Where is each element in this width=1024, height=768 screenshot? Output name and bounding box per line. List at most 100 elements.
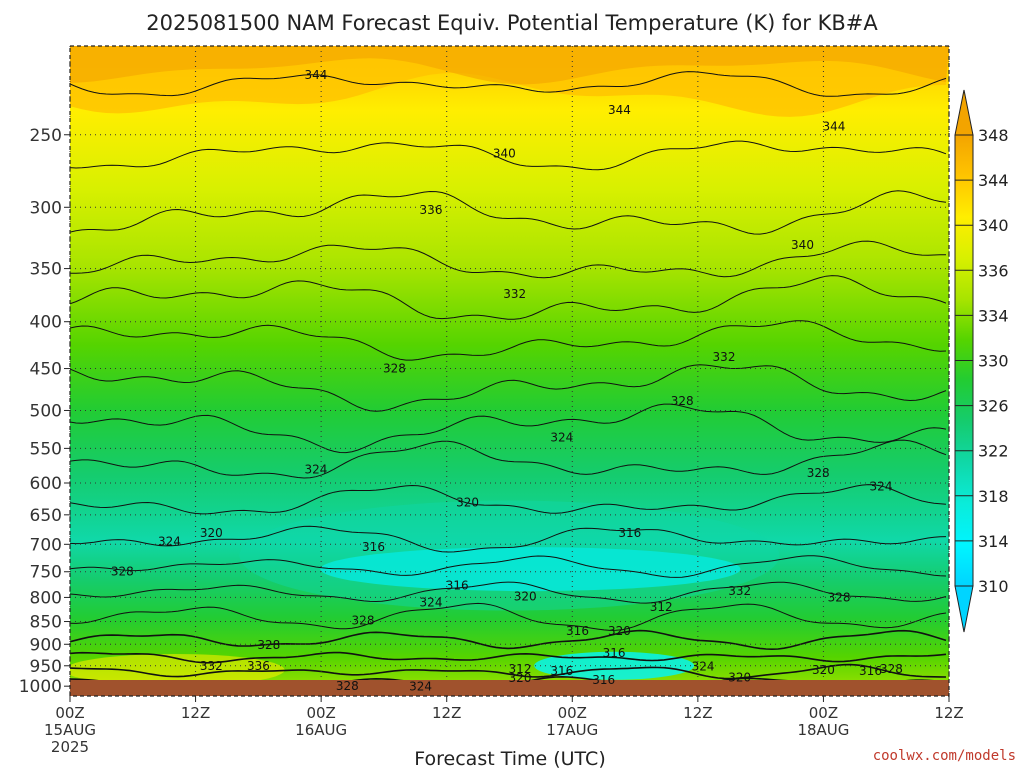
contour-label: 316	[566, 624, 589, 638]
contour-label: 336	[247, 659, 270, 673]
contour-label: 320	[456, 495, 479, 509]
contour-label: 332	[503, 287, 526, 301]
contour-label: 332	[728, 584, 751, 598]
y-tick-label: 450	[30, 360, 62, 380]
x-tick-label: 00Z	[558, 704, 587, 722]
colorbar-label: 330	[978, 352, 1009, 371]
y-tick-label: 900	[30, 635, 62, 655]
contour-label: 340	[791, 238, 814, 252]
colorbar-label: 322	[978, 442, 1009, 461]
colorbar-top-arrow	[954, 89, 974, 136]
contour-label: 328	[336, 679, 359, 693]
contour-label: 324	[870, 479, 893, 493]
contour-label: 344	[822, 120, 845, 134]
y-tick-label: 800	[30, 588, 62, 608]
x-tick-date: 17AUG	[546, 721, 598, 739]
contour-label: 328	[828, 590, 851, 604]
credit-text: coolwx.com/models	[873, 748, 1016, 764]
contour-label: 312	[650, 600, 673, 614]
contour-label: 328	[671, 394, 694, 408]
colorbar-label: 310	[978, 577, 1009, 596]
contour-label: 316	[603, 646, 626, 660]
contour-label: 320	[514, 589, 537, 603]
contour-label: 328	[880, 662, 903, 676]
colorbar-bottom-arrow	[954, 585, 974, 633]
contour-label: 316	[446, 578, 469, 592]
x-tick-date: 18AUG	[797, 721, 849, 739]
colorbar-label: 344	[978, 171, 1009, 190]
contour-label: 324	[304, 463, 327, 477]
x-tick-label: 12Z	[934, 704, 963, 722]
y-tick-label: 300	[30, 198, 62, 218]
field-bands	[70, 46, 949, 686]
colorbar-label: 326	[978, 397, 1009, 416]
contour-line	[70, 364, 947, 412]
contour-label: 316	[592, 673, 615, 687]
contour-line	[70, 484, 947, 515]
colorbar-label: 318	[978, 487, 1009, 506]
y-tick-label: 750	[30, 563, 62, 583]
contour-label: 328	[257, 638, 280, 652]
y-tick-label: 950	[30, 657, 62, 677]
contour-line	[70, 525, 947, 553]
contour-label: 324	[692, 660, 715, 674]
x-tick-year: 2025	[51, 738, 89, 756]
y-tick-label: 550	[30, 439, 62, 459]
colorbar-label: 348	[978, 126, 1009, 145]
contour-label: 324	[158, 535, 181, 549]
x-tick-label: 00Z	[55, 704, 84, 722]
contour-label: 324	[409, 680, 432, 694]
contour-label: 328	[383, 362, 406, 376]
y-tick-label: 500	[30, 401, 62, 421]
x-tick-label: 12Z	[683, 704, 712, 722]
x-tick-label: 12Z	[181, 704, 210, 722]
contour-labels: 3443443443403403363323323283283283243243…	[111, 68, 903, 694]
contour-label: 316	[618, 526, 641, 540]
y-tick-label: 850	[30, 613, 62, 633]
contour-label: 328	[807, 466, 830, 480]
colorbar-label: 336	[978, 261, 1009, 280]
contour-label: 320	[608, 624, 631, 638]
contour-label: 324	[420, 595, 443, 609]
plot-border	[69, 45, 950, 697]
y-tick-label: 600	[30, 474, 62, 494]
x-tick-label: 12Z	[432, 704, 461, 722]
y-tick-label: 350	[30, 260, 62, 280]
colorbar-label: 340	[978, 216, 1009, 235]
x-axis-label: Forecast Time (UTC)	[414, 748, 605, 768]
y-axis-ticks: 2503003504004505005506006507007508008509…	[19, 126, 70, 697]
contour-line	[70, 140, 947, 171]
contour-line	[70, 602, 947, 631]
colorbar-label: 314	[978, 532, 1009, 551]
contour-label: 320	[728, 670, 751, 684]
y-tick-label: 1000	[19, 677, 62, 697]
chart-title: 2025081500 NAM Forecast Equiv. Potential…	[146, 11, 878, 35]
x-tick-label: 00Z	[809, 704, 838, 722]
contour-label: 320	[509, 671, 532, 685]
contour-label: 320	[200, 526, 223, 540]
contour-label: 328	[352, 614, 375, 628]
contour-line	[70, 651, 947, 664]
contour-label: 320	[812, 663, 835, 677]
contour-label: 324	[550, 430, 573, 444]
band-cold-core	[320, 547, 741, 592]
y-tick-label: 250	[30, 126, 62, 146]
contour-line	[70, 581, 947, 604]
contour-line	[70, 71, 947, 97]
contour-label: 344	[304, 68, 327, 82]
contour-line	[70, 240, 946, 279]
contour-label: 332	[713, 350, 736, 364]
contour-label: 312	[509, 662, 532, 676]
ground-strip	[70, 680, 949, 696]
contour-line	[70, 275, 947, 320]
y-tick-label: 400	[30, 313, 62, 333]
contour-label: 340	[493, 146, 516, 160]
y-tick-label: 650	[30, 506, 62, 526]
band-348	[70, 46, 949, 85]
x-tick-date: 15AUG	[44, 721, 96, 739]
contour-label: 316	[550, 664, 573, 678]
contour-line	[70, 663, 947, 680]
contour-line	[70, 190, 947, 235]
